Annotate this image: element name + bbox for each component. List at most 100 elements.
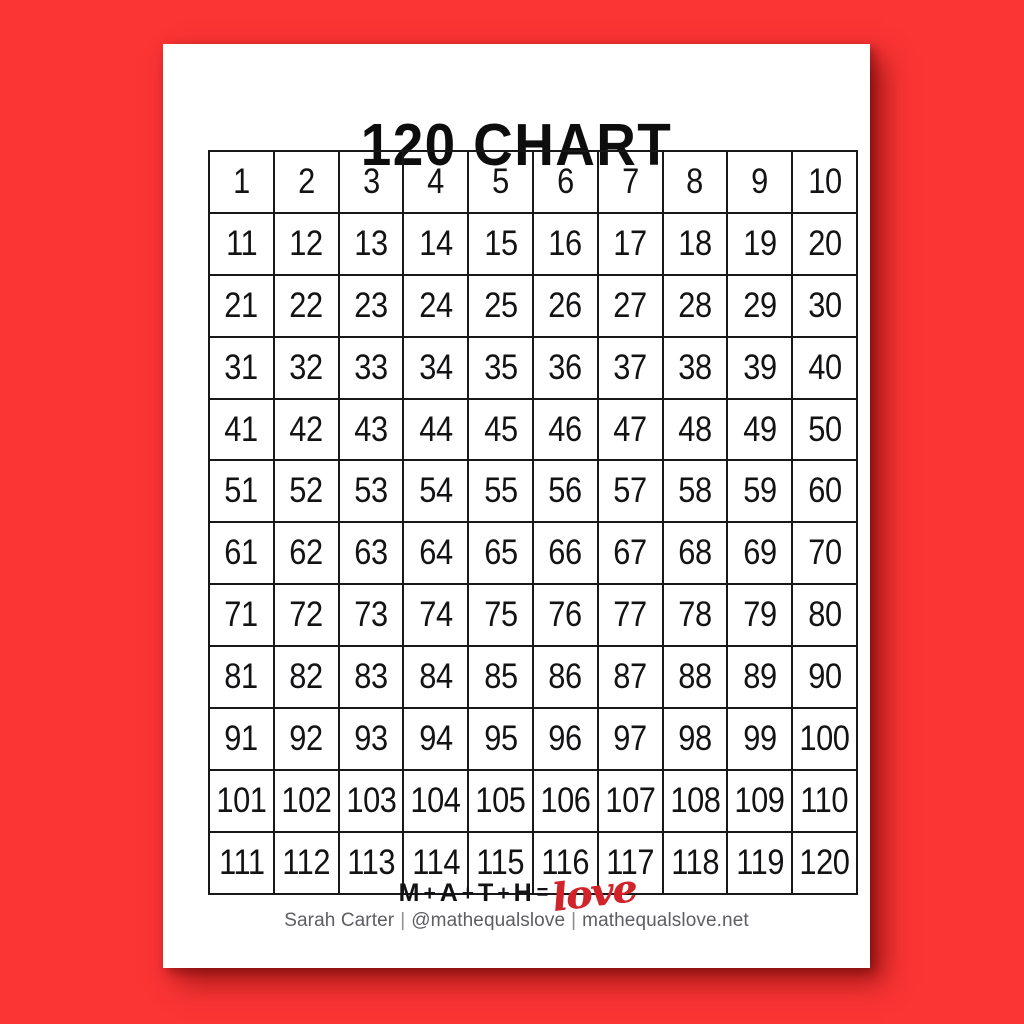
number-cell[interactable]: 114 [402, 830, 470, 895]
number-cell[interactable]: 103 [337, 768, 405, 833]
number-cell[interactable]: 30 [791, 273, 858, 338]
number-cell[interactable]: 74 [402, 583, 470, 648]
number-cell[interactable]: 106 [531, 768, 599, 833]
number-cell[interactable]: 102 [272, 768, 340, 833]
number-cell[interactable]: 26 [531, 273, 599, 338]
number-cell[interactable]: 46 [531, 397, 599, 462]
number-cell[interactable]: 76 [531, 583, 599, 648]
number-cell[interactable]: 99 [726, 707, 794, 771]
number-cell[interactable]: 29 [726, 273, 794, 338]
number-cell[interactable]: 53 [337, 459, 405, 524]
number-cell[interactable]: 69 [726, 521, 794, 586]
number-cell[interactable]: 65 [467, 521, 534, 586]
number-cell[interactable]: 41 [208, 397, 275, 462]
number-cell[interactable]: 92 [272, 707, 340, 771]
number-cell[interactable]: 62 [272, 521, 340, 586]
number-cell[interactable]: 107 [596, 768, 664, 833]
number-cell[interactable]: 109 [726, 768, 794, 833]
number-cell[interactable]: 2 [272, 150, 340, 214]
number-cell[interactable]: 36 [531, 335, 599, 400]
number-cell[interactable]: 115 [467, 830, 534, 895]
number-cell[interactable]: 37 [596, 335, 664, 400]
number-cell[interactable]: 112 [272, 830, 340, 895]
number-cell[interactable]: 80 [791, 583, 858, 648]
number-cell[interactable]: 68 [661, 521, 729, 586]
number-cell[interactable]: 55 [467, 459, 534, 524]
number-cell[interactable]: 104 [402, 768, 470, 833]
number-cell[interactable]: 111 [208, 830, 275, 895]
number-cell[interactable]: 120 [791, 830, 858, 895]
number-cell[interactable]: 52 [272, 459, 340, 524]
number-cell[interactable]: 32 [272, 335, 340, 400]
number-cell[interactable]: 63 [337, 521, 405, 586]
number-cell[interactable]: 59 [726, 459, 794, 524]
number-cell[interactable]: 113 [337, 830, 405, 895]
number-cell[interactable]: 39 [726, 335, 794, 400]
number-cell[interactable]: 12 [272, 211, 340, 276]
number-cell[interactable]: 31 [208, 335, 275, 400]
number-cell[interactable]: 48 [661, 397, 729, 462]
number-cell[interactable]: 95 [467, 707, 534, 771]
number-cell[interactable]: 77 [596, 583, 664, 648]
number-cell[interactable]: 61 [208, 521, 275, 586]
number-cell[interactable]: 100 [791, 707, 858, 771]
number-cell[interactable]: 64 [402, 521, 470, 586]
number-cell[interactable]: 27 [596, 273, 664, 338]
number-cell[interactable]: 44 [402, 397, 470, 462]
number-cell[interactable]: 116 [531, 830, 599, 895]
number-cell[interactable]: 33 [337, 335, 405, 400]
number-cell[interactable]: 23 [337, 273, 405, 338]
number-cell[interactable]: 88 [661, 645, 729, 710]
number-cell[interactable]: 15 [467, 211, 534, 276]
number-cell[interactable]: 73 [337, 583, 405, 648]
number-cell[interactable]: 83 [337, 645, 405, 710]
number-cell[interactable]: 117 [596, 830, 664, 895]
number-cell[interactable]: 93 [337, 707, 405, 771]
number-cell[interactable]: 9 [726, 150, 794, 214]
number-cell[interactable]: 119 [726, 830, 794, 895]
number-cell[interactable]: 89 [726, 645, 794, 710]
number-cell[interactable]: 97 [596, 707, 664, 771]
number-cell[interactable]: 1 [208, 150, 275, 214]
number-cell[interactable]: 72 [272, 583, 340, 648]
number-cell[interactable]: 90 [791, 645, 858, 710]
number-cell[interactable]: 51 [208, 459, 275, 524]
number-cell[interactable]: 91 [208, 707, 275, 771]
number-cell[interactable]: 118 [661, 830, 729, 895]
number-cell[interactable]: 19 [726, 211, 794, 276]
number-cell[interactable]: 10 [791, 150, 858, 214]
number-cell[interactable]: 66 [531, 521, 599, 586]
number-cell[interactable]: 18 [661, 211, 729, 276]
number-cell[interactable]: 8 [661, 150, 729, 214]
number-cell[interactable]: 16 [531, 211, 599, 276]
number-cell[interactable]: 70 [791, 521, 858, 586]
number-cell[interactable]: 22 [272, 273, 340, 338]
number-cell[interactable]: 24 [402, 273, 470, 338]
number-cell[interactable]: 84 [402, 645, 470, 710]
number-cell[interactable]: 56 [531, 459, 599, 524]
number-cell[interactable]: 96 [531, 707, 599, 771]
number-cell[interactable]: 78 [661, 583, 729, 648]
number-cell[interactable]: 7 [596, 150, 664, 214]
number-cell[interactable]: 85 [467, 645, 534, 710]
number-cell[interactable]: 28 [661, 273, 729, 338]
number-cell[interactable]: 14 [402, 211, 470, 276]
number-cell[interactable]: 101 [208, 768, 275, 833]
number-cell[interactable]: 57 [596, 459, 664, 524]
number-cell[interactable]: 38 [661, 335, 729, 400]
number-cell[interactable]: 49 [726, 397, 794, 462]
number-cell[interactable]: 43 [337, 397, 405, 462]
number-cell[interactable]: 17 [596, 211, 664, 276]
number-cell[interactable]: 58 [661, 459, 729, 524]
number-cell[interactable]: 86 [531, 645, 599, 710]
number-cell[interactable]: 35 [467, 335, 534, 400]
number-cell[interactable]: 75 [467, 583, 534, 648]
number-cell[interactable]: 94 [402, 707, 470, 771]
number-cell[interactable]: 47 [596, 397, 664, 462]
number-cell[interactable]: 3 [337, 150, 405, 214]
number-cell[interactable]: 54 [402, 459, 470, 524]
number-cell[interactable]: 60 [791, 459, 858, 524]
number-cell[interactable]: 25 [467, 273, 534, 338]
number-cell[interactable]: 4 [402, 150, 470, 214]
number-cell[interactable]: 87 [596, 645, 664, 710]
